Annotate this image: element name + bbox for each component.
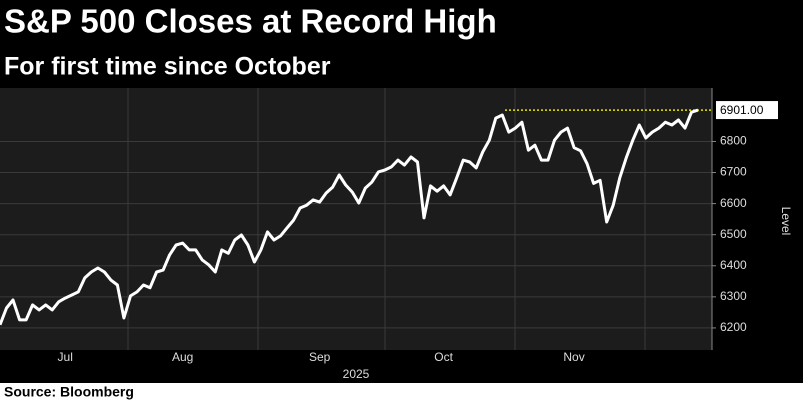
x-tick-label: Jul [58,350,73,364]
x-tick-label: Aug [172,350,193,364]
y-tick-label: 6700 [720,165,747,179]
y-tick-label: 6200 [720,320,747,334]
y-tick-label: 6500 [720,227,747,241]
line-series [0,108,699,326]
x-axis-label: 2025 [343,367,370,381]
x-tick-label: Nov [563,350,584,364]
plot-area [0,88,712,350]
reference-label-box [716,101,778,120]
chart-subtitle: For first time since October [4,53,331,81]
y-tick-label: 6600 [720,196,747,210]
footer [0,383,803,403]
y-tick-label: 6400 [720,258,747,272]
y-axis-label: Level [779,207,793,236]
chart-title: S&P 500 Closes at Record High [4,3,497,40]
y-tick-label: 6800 [720,134,747,148]
reference-label: 6901.00 [720,103,764,117]
y-tick-label: 6300 [720,289,747,303]
source: Source: Bloomberg [4,384,134,400]
x-tick-label: Sep [309,350,331,364]
x-tick-label: Oct [434,350,453,364]
